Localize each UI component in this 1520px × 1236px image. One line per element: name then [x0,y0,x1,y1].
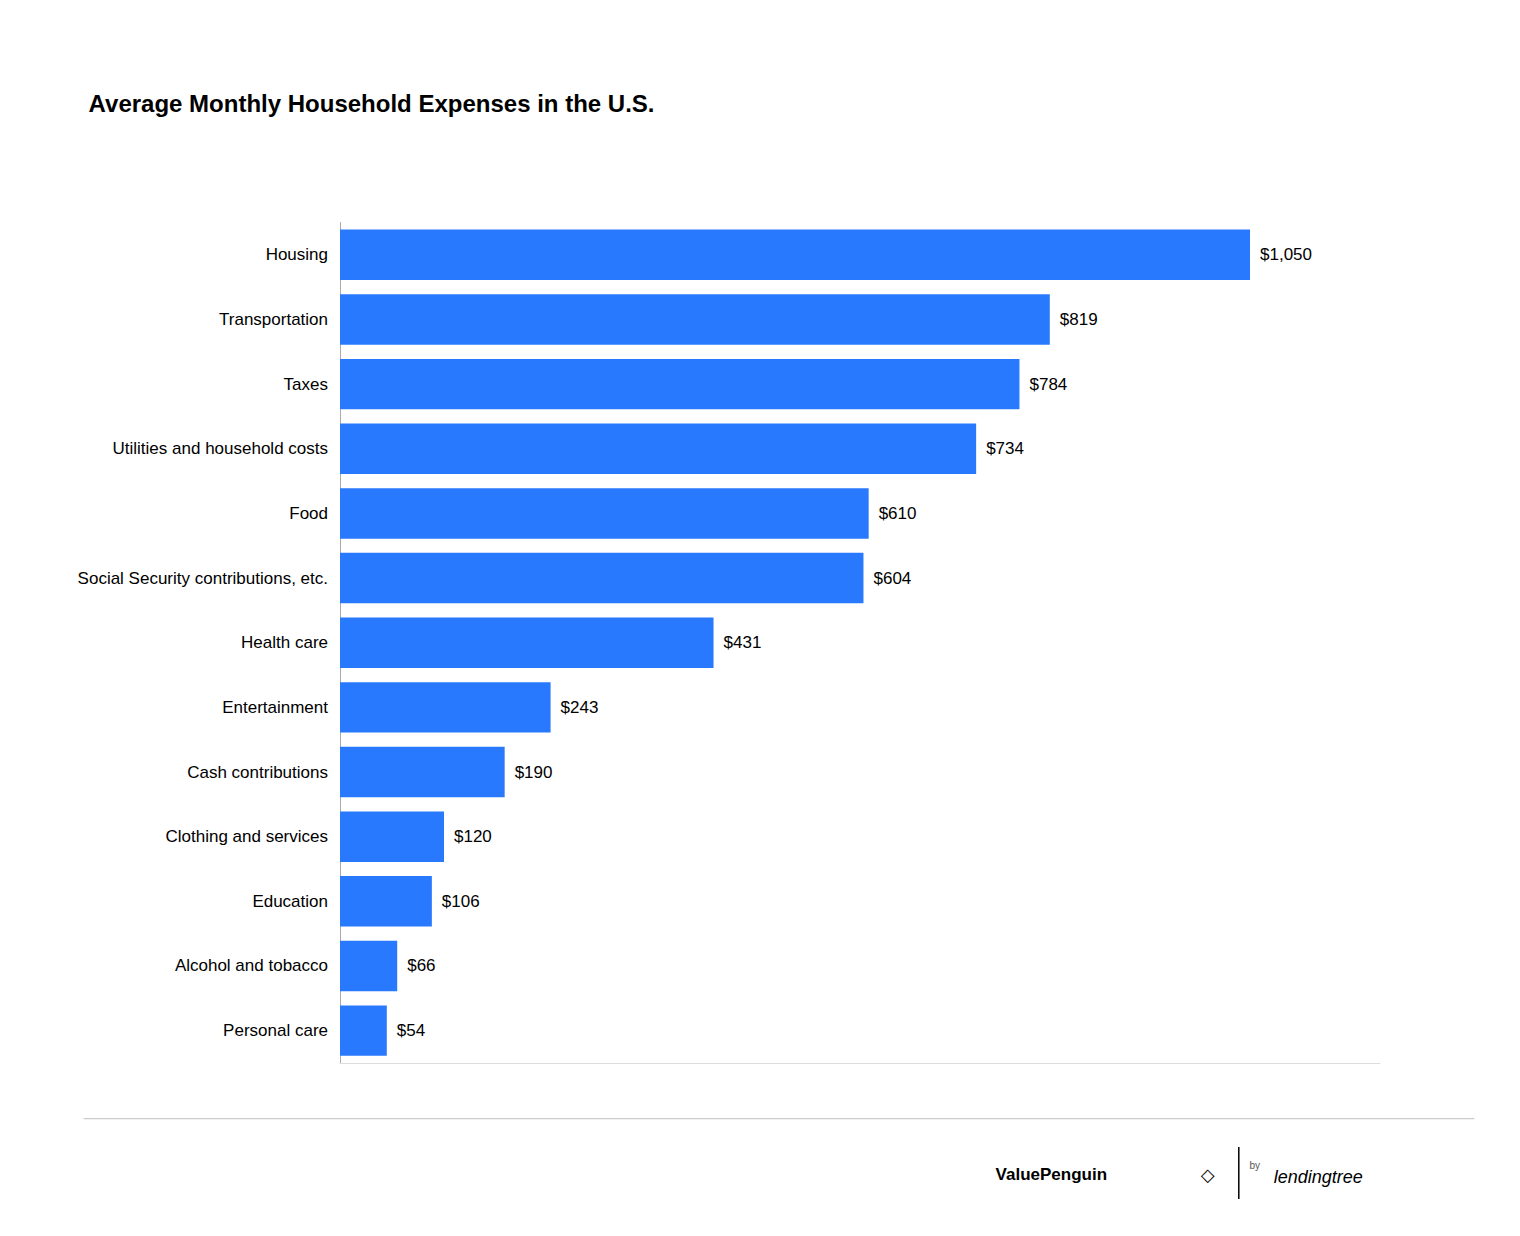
svg-text:Cash contributions: Cash contributions [187,763,328,782]
svg-text:◇: ◇ [1201,1164,1215,1185]
svg-text:$784: $784 [1029,375,1067,394]
svg-text:$190: $190 [515,763,553,782]
svg-text:$66: $66 [407,956,435,975]
svg-text:Utilities and household costs: Utilities and household costs [113,439,328,458]
svg-text:Education: Education [252,892,328,911]
svg-text:$819: $819 [1060,310,1098,329]
svg-text:$106: $106 [442,892,480,911]
svg-text:$734: $734 [986,439,1024,458]
svg-text:Clothing and services: Clothing and services [165,827,328,846]
svg-text:$243: $243 [561,698,599,717]
svg-text:by: by [1249,1160,1260,1171]
svg-text:Average Monthly Household Expe: Average Monthly Household Expenses in th… [89,90,655,117]
svg-text:$610: $610 [879,504,917,523]
svg-text:ValuePenguin: ValuePenguin [996,1165,1107,1184]
svg-text:Social Security contributions,: Social Security contributions, etc. [78,569,328,588]
svg-text:Personal care: Personal care [223,1021,328,1040]
svg-text:Alcohol and tobacco: Alcohol and tobacco [175,956,328,975]
svg-text:$1,050: $1,050 [1260,245,1312,264]
svg-text:Entertainment: Entertainment [222,698,328,717]
svg-text:Taxes: Taxes [284,375,328,394]
svg-text:$604: $604 [873,569,911,588]
svg-text:Health care: Health care [241,633,328,652]
svg-text:$54: $54 [397,1021,425,1040]
svg-text:$431: $431 [724,633,762,652]
svg-text:Food: Food [289,504,328,523]
svg-text:lendingtree: lendingtree [1274,1167,1363,1187]
svg-text:$120: $120 [454,827,492,846]
svg-text:Housing: Housing [266,245,328,264]
svg-text:Transportation: Transportation [219,310,328,329]
